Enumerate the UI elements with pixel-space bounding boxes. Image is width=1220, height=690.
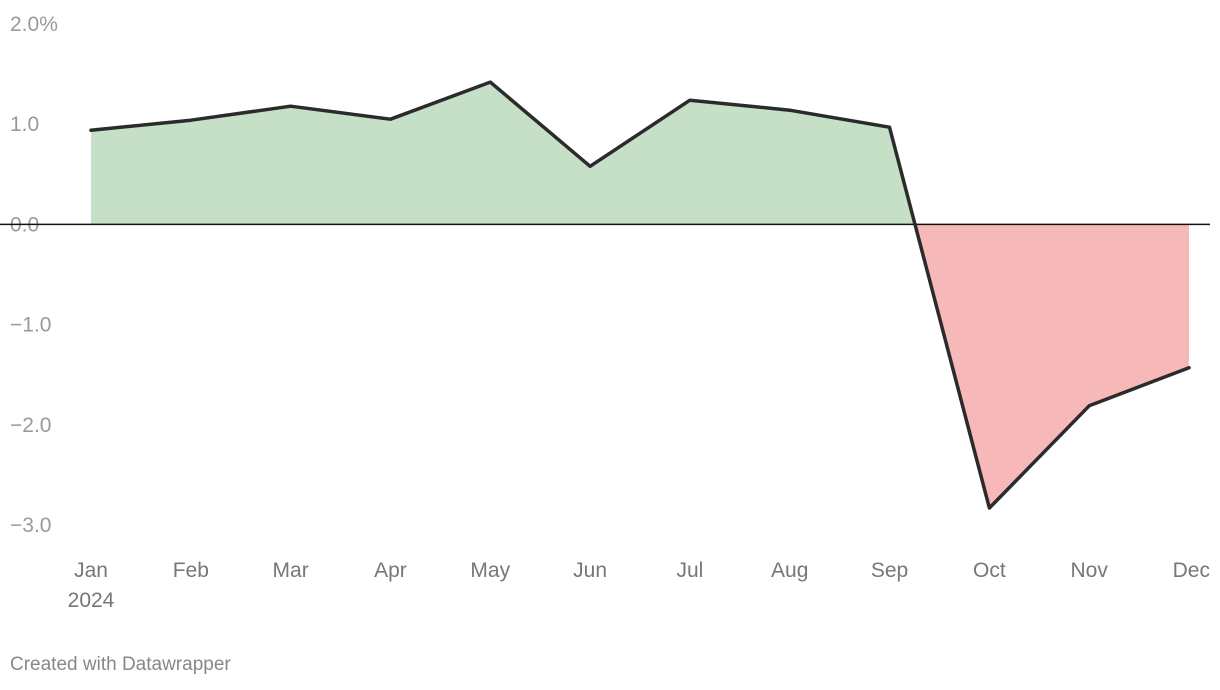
x-tick-label: Jun (573, 559, 607, 582)
x-tick-year-label: 2024 (68, 589, 115, 612)
credit-text: Created with Datawrapper (10, 654, 231, 675)
x-tick-label: Mar (273, 559, 309, 582)
x-tick-label: Dec (1173, 559, 1210, 582)
y-tick-label: −2.0 (10, 414, 51, 437)
x-tick-label: Nov (1071, 559, 1109, 582)
x-tick-label: Jan (74, 559, 108, 582)
area-chart: 2.0%1.00.0−1.0−2.0−3.0 Jan Feb Mar Apr May Ju… (0, 13, 1210, 612)
x-tick-label: Jul (676, 559, 703, 582)
x-tick-label: Sep (871, 559, 908, 582)
x-tick-label: Oct (973, 559, 1006, 582)
y-tick-label: −1.0 (10, 314, 51, 337)
y-axis: 2.0%1.00.0−1.0−2.0−3.0 (10, 13, 58, 537)
x-axis: Jan Feb Mar Apr May Jun Jul Aug Sep Oct Nov Dec 2024 (68, 559, 1210, 612)
y-tick-label: 2.0% (10, 13, 58, 36)
area-fills (91, 82, 1189, 508)
y-tick-label: −3.0 (10, 514, 51, 537)
negative-area (915, 224, 1189, 508)
positive-area (91, 82, 915, 225)
y-tick-label: 1.0 (10, 113, 39, 136)
x-tick-label: Feb (173, 559, 209, 582)
x-tick-label: May (470, 559, 510, 582)
x-tick-label: Aug (771, 559, 808, 582)
x-tick-label: Apr (374, 559, 407, 582)
series-line (89, 80, 1191, 510)
